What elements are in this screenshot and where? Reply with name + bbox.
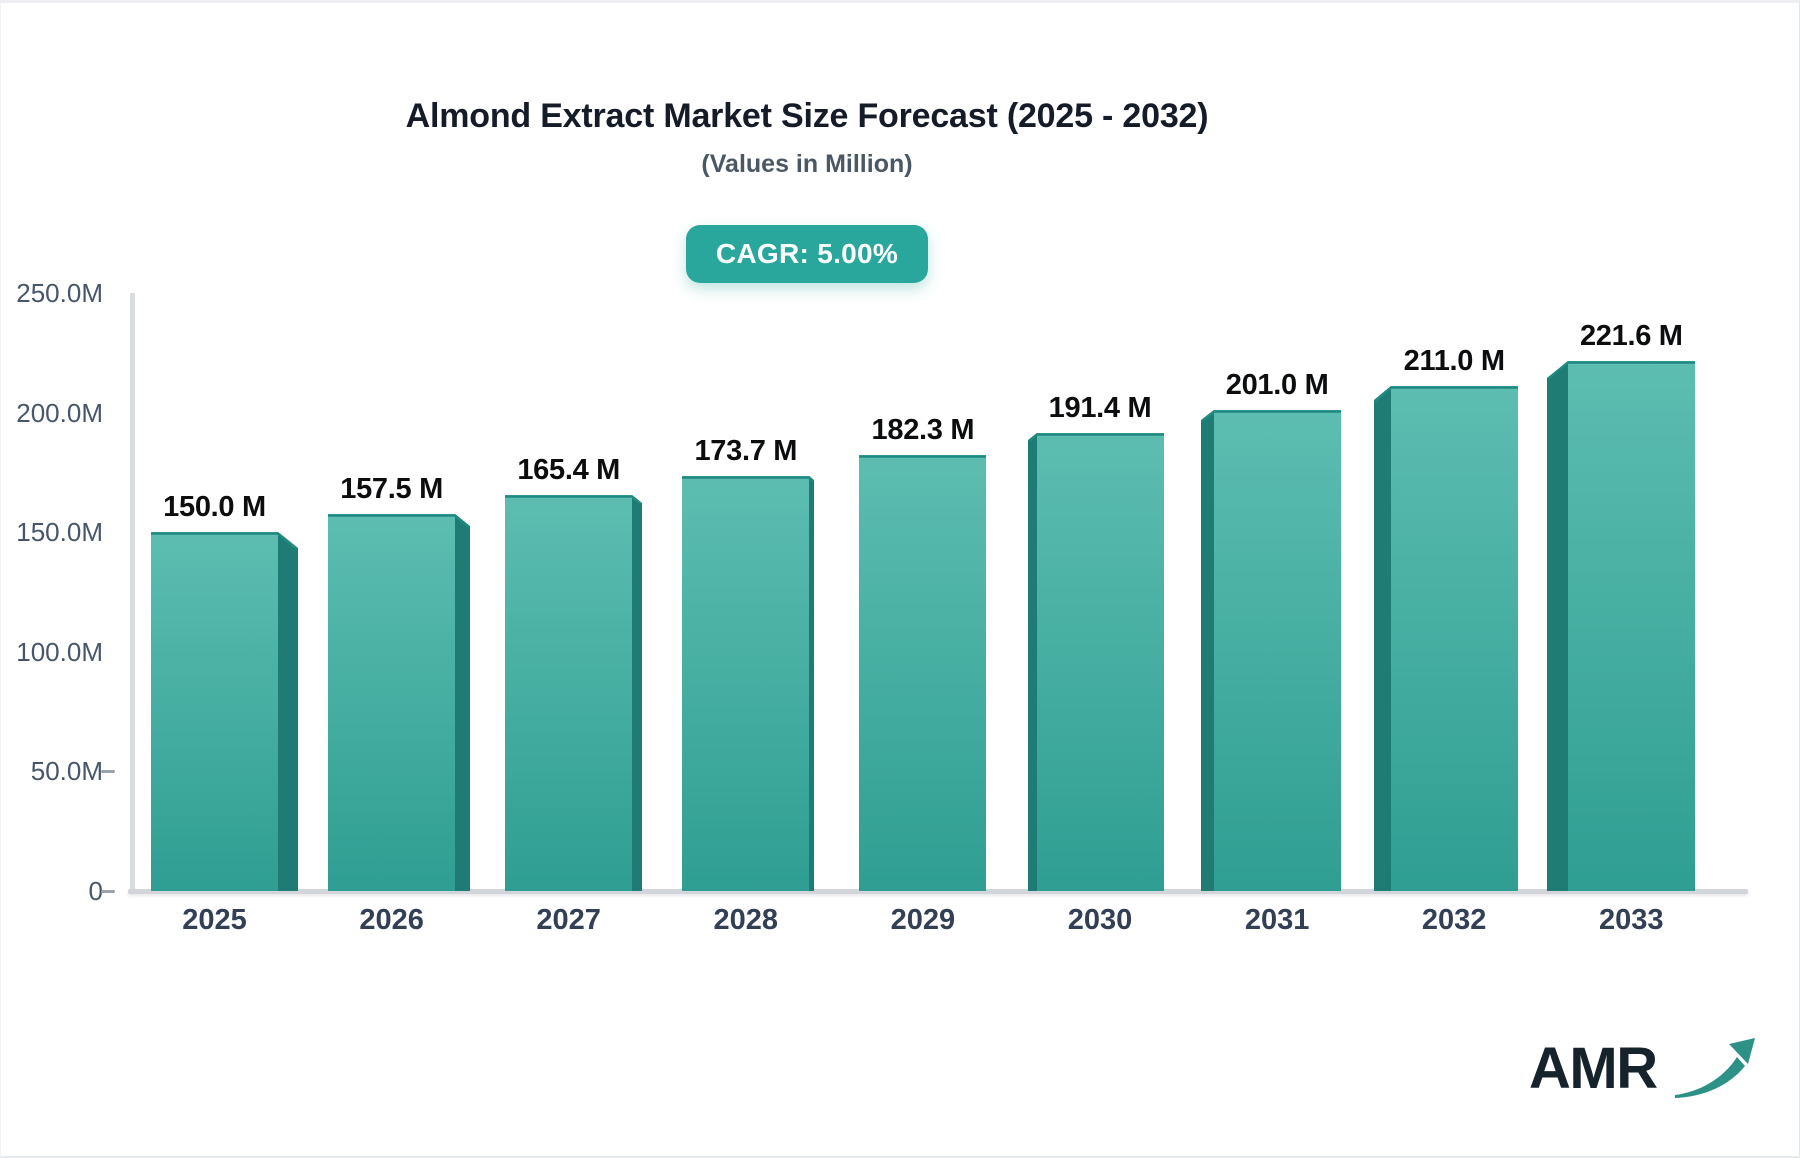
bar-2031 [1200, 410, 1341, 896]
y-axis-line [130, 293, 135, 891]
bar-top-edge [328, 514, 470, 528]
x-axis-label-2029: 2029 [890, 904, 956, 936]
bar-top-edge [1547, 361, 1695, 380]
x-axis-label-2031: 2031 [1244, 904, 1310, 936]
bar-value-label-2029: 182.3 M [871, 414, 975, 446]
y-tick-dash-0 [101, 890, 115, 893]
bar-value-label-2033: 221.6 M [1579, 320, 1683, 352]
y-tick-label-200: 200.0M [16, 397, 103, 428]
bar-front-face [505, 495, 633, 891]
bar-side-face [1200, 410, 1214, 891]
bar-side-face [1027, 433, 1037, 891]
amr-logo: AMR [1529, 1035, 1755, 1125]
bar-front-face [859, 455, 987, 891]
x-axis-label-2026: 2026 [359, 904, 424, 936]
x-axis-baseline [128, 889, 1748, 894]
bar-value-label-2030: 191.4 M [1048, 392, 1152, 424]
x-axis-label-2033: 2033 [1599, 904, 1664, 936]
bar-top-edge [505, 495, 642, 505]
amr-logo-text: AMR [1529, 1036, 1658, 1101]
x-axis-label-2028: 2028 [713, 904, 779, 936]
bar-2032 [1373, 386, 1518, 896]
bar-value-label-2032: 211.0 M [1403, 345, 1505, 377]
bar-side-face [278, 532, 298, 891]
bar-side-face [809, 476, 815, 891]
bar-front-face [1213, 410, 1341, 891]
x-axis-label-2032: 2032 [1421, 904, 1487, 936]
bar-front-face [1567, 361, 1695, 891]
cagr-badge-band: CAGR: 5.00% [1, 225, 1613, 283]
bar-side-face [1546, 361, 1568, 891]
bar-value-label-2027: 165.4 M [517, 454, 621, 486]
chart-title: Almond Extract Market Size Forecast (202… [405, 97, 1209, 135]
bar-2025 [151, 532, 298, 896]
y-tick-label-150: 150.0M [16, 517, 103, 548]
bar-side-face [1373, 386, 1391, 891]
bar-top-edge [1027, 433, 1164, 442]
chart-subtitle: (Values in Million) [701, 150, 913, 178]
bar-2029 [859, 455, 987, 896]
y-tick-label-0: 0 [88, 876, 103, 906]
y-tick-label-100: 100.0M [16, 636, 103, 667]
y-tick-dash-50 [101, 770, 115, 774]
cagr-badge: CAGR: 5.00% [685, 225, 929, 283]
bar-front-face [328, 514, 456, 891]
bar-top-edge [682, 476, 815, 482]
bar-front-face [682, 476, 810, 891]
bar-value-label-2026: 157.5 M [340, 473, 443, 505]
bar-2028 [682, 476, 815, 896]
bar-top-edge [1200, 410, 1341, 422]
bar-front-face [1390, 386, 1518, 891]
bar-front-face [151, 532, 278, 891]
bar-value-label-2028: 173.7 M [694, 435, 798, 467]
bar-front-face [1036, 433, 1164, 891]
bar-2030 [1027, 433, 1164, 896]
x-axis-label-2027: 2027 [536, 904, 601, 936]
bar-value-label-2031: 201.0 M [1225, 369, 1329, 401]
bar-2026 [328, 514, 471, 896]
bar-side-face [632, 495, 643, 891]
y-tick-label-250: 250.0M [16, 278, 103, 308]
bar-top-edge [151, 532, 298, 550]
y-tick-label-50: 50.0M [30, 756, 103, 787]
bar-2027 [505, 495, 643, 896]
bar-side-face [455, 514, 471, 891]
bar-top-edge [1373, 386, 1518, 402]
bar-value-label-2025: 150.0 M [163, 491, 266, 523]
bar-2033 [1546, 361, 1695, 896]
x-axis-label-2025: 2025 [182, 904, 247, 936]
x-axis-label-2030: 2030 [1067, 904, 1133, 936]
growth-arrow-icon [1675, 1038, 1755, 1098]
